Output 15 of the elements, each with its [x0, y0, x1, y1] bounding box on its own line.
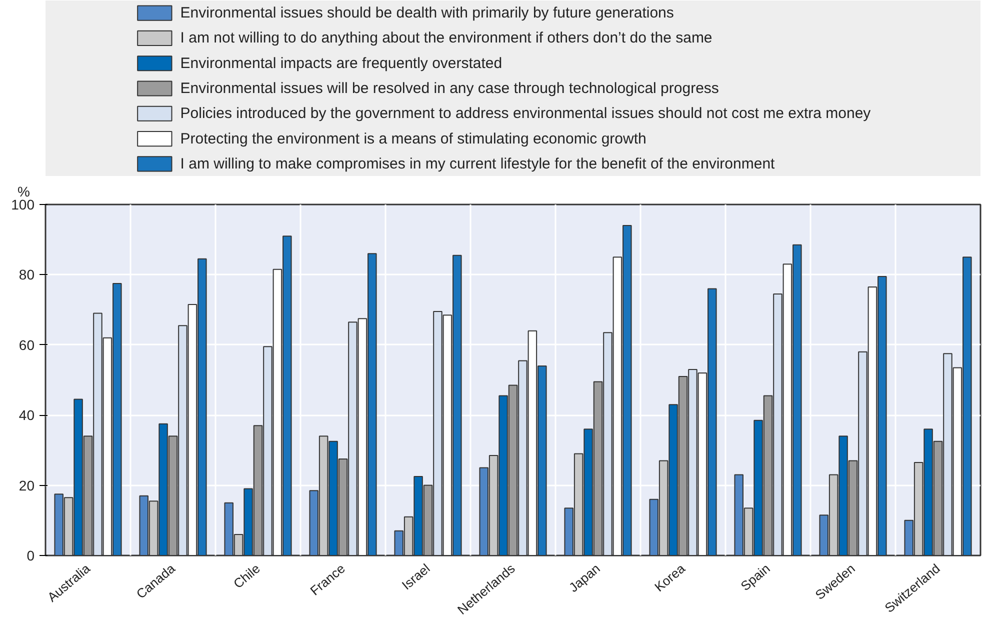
- legend-label: Environmental issues should be dealth with primarily by future generations: [180, 4, 674, 22]
- y-tick-label: 100: [11, 196, 35, 212]
- legend-label: Protecting the environment is a means of stimulating economic growth: [180, 130, 646, 148]
- x-tick-label: Chile: [230, 560, 263, 592]
- legend-label: I am willing to make compromises in my current lifestyle for the benefit of the environment: [180, 155, 776, 172]
- legend-label: Policies introduced by the government to address environmental issues should not cost me extra money: [180, 105, 872, 122]
- legend-label: Environmental impacts are frequently overstated: [180, 54, 502, 72]
- y-tick-label: 20: [18, 477, 35, 494]
- legend-label: I am not willing to do anything about the environment if others don’t do the same: [180, 30, 712, 47]
- y-tick-label: 80: [18, 266, 35, 283]
- legend-label: Environmental issues will be resolved in any case through technological progress: [180, 80, 719, 97]
- y-tick-label: 40: [18, 407, 35, 424]
- y-tick-label: 0: [26, 548, 35, 564]
- y-tick-label: 60: [18, 336, 35, 353]
- y-axis-title: %: [18, 184, 30, 200]
